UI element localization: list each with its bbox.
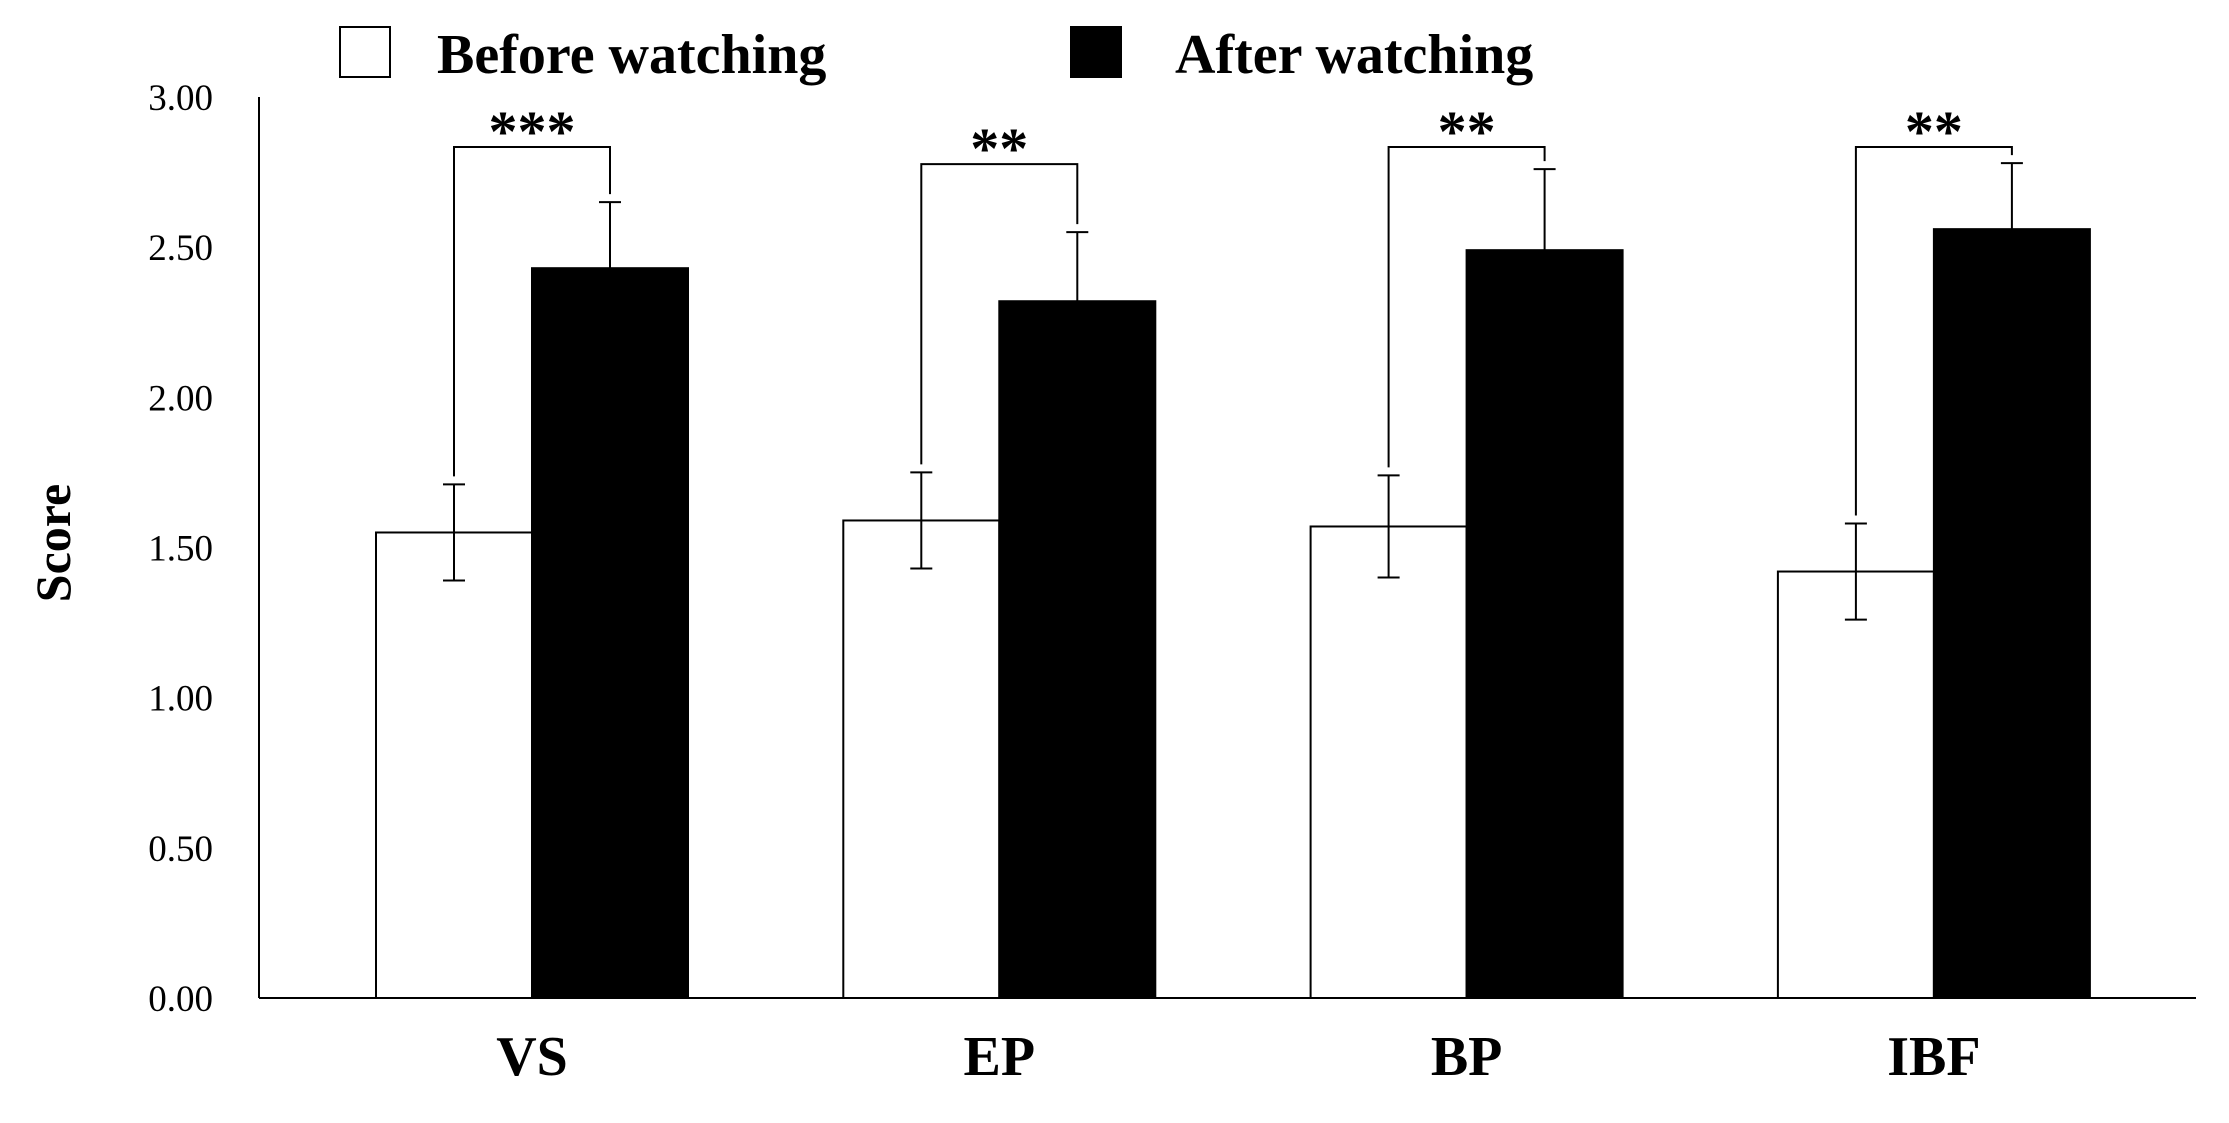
significance-stars: *** xyxy=(489,99,576,164)
y-tick-label: 2.50 xyxy=(148,228,213,269)
error-bars xyxy=(443,162,2023,621)
y-axis-title: Score xyxy=(25,484,81,602)
significance-bracket xyxy=(1854,146,2013,516)
significance-bracket xyxy=(920,163,1079,465)
bar-before-vs xyxy=(375,531,533,999)
bar-before-ep xyxy=(842,519,1001,999)
bar-after-bp xyxy=(1465,249,1624,1000)
y-tick-labels: 0.00 0.50 1.00 1.50 2.00 2.50 3.00 xyxy=(148,78,213,1020)
significance-stars: ** xyxy=(1905,99,1963,164)
significance-stars: ** xyxy=(1438,99,1496,164)
significance-stars: ** xyxy=(970,116,1028,181)
significance-bracket xyxy=(1387,146,1546,468)
bar-after-ep xyxy=(998,300,1157,999)
bars xyxy=(375,228,2091,1000)
significance-bracket xyxy=(453,146,611,477)
y-tick-label: 1.50 xyxy=(148,529,213,570)
legend-swatch-after xyxy=(1070,26,1122,78)
bar-before-bp xyxy=(1309,525,1468,1000)
x-category-label: BP xyxy=(1431,1026,1503,1088)
bar-before-ibf xyxy=(1776,570,1935,999)
legend-swatch-before xyxy=(339,26,391,78)
bar-after-ibf xyxy=(1932,228,2091,999)
x-category-label: VS xyxy=(496,1026,568,1088)
significance-brackets: *** ** ** ** xyxy=(453,99,2013,516)
y-tick-label: 1.00 xyxy=(148,679,213,720)
y-tick-label: 0.00 xyxy=(148,979,213,1020)
legend-label-after: After watching xyxy=(1175,24,1533,86)
y-tick-label: 2.00 xyxy=(148,378,213,419)
y-tick-label: 0.50 xyxy=(148,829,213,870)
legend-label-before: Before watching xyxy=(437,24,826,86)
category-labels: VS EP BP IBF xyxy=(496,1026,1980,1088)
legend: Before watching After watching xyxy=(339,24,1533,86)
x-category-label: IBF xyxy=(1887,1026,1980,1088)
y-tick-label: 3.00 xyxy=(148,78,213,119)
bar-after-vs xyxy=(531,267,689,999)
x-category-label: EP xyxy=(964,1026,1036,1088)
